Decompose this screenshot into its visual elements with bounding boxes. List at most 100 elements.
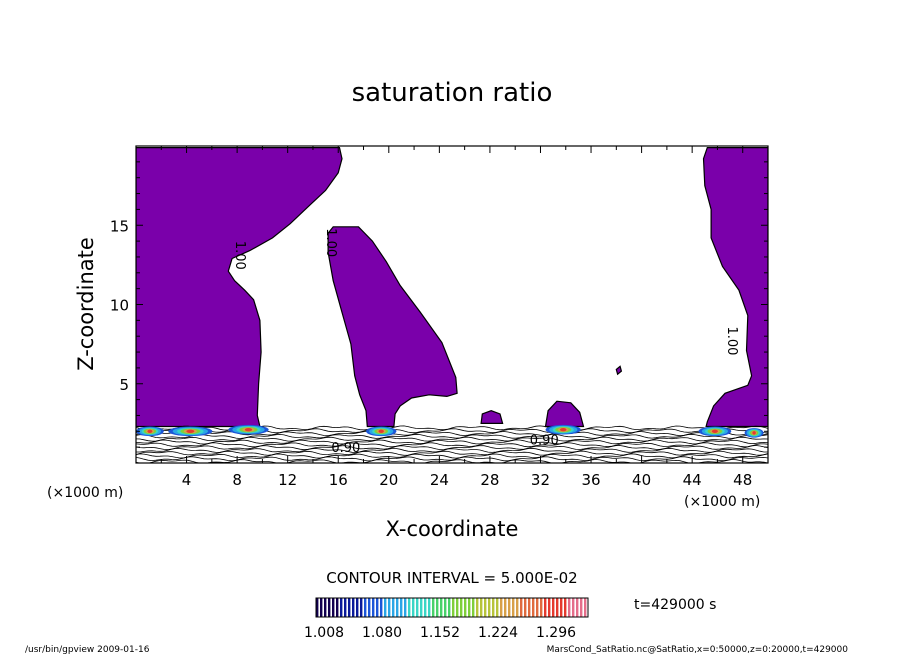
colorbar-stripe xyxy=(468,598,471,617)
colorbar xyxy=(315,597,589,618)
x-tick-label: 28 xyxy=(480,471,499,489)
x-tick-label: 4 xyxy=(182,471,192,489)
colorbar-stripe xyxy=(340,598,343,617)
colorbar-stripe xyxy=(344,598,347,617)
colorbar-stripe xyxy=(404,598,407,617)
x-tick-label: 44 xyxy=(683,471,702,489)
colorbar-stripe xyxy=(520,598,523,617)
colorbar-stripe xyxy=(524,598,527,617)
colorbar-stripe xyxy=(392,598,395,617)
colorbar-stripe xyxy=(440,598,443,617)
colorbar-stripe xyxy=(476,598,479,617)
colorbar-tick-label: 1.296 xyxy=(536,625,576,641)
saturation-regions xyxy=(136,147,768,428)
colorbar-stripe xyxy=(328,598,331,617)
hotspot-layer xyxy=(147,429,153,433)
colorbar-stripe xyxy=(324,598,327,617)
x-tick-label: 40 xyxy=(632,471,651,489)
hotspot-layer xyxy=(378,429,384,433)
colorbar-stripe xyxy=(572,598,575,617)
x-tick-label: 12 xyxy=(278,471,297,489)
colorbar-stripe xyxy=(364,598,367,617)
time-label: t=429000 s xyxy=(634,597,716,613)
colorbar-stripe xyxy=(536,598,539,617)
y-tick-label: 5 xyxy=(119,376,129,394)
x-unit-left: (×1000 m) xyxy=(47,485,123,501)
colorbar-stripe xyxy=(368,598,371,617)
colorbar-stripe xyxy=(464,598,467,617)
colorbar-stripe xyxy=(372,598,375,617)
contour-label: 1.00 xyxy=(323,228,338,257)
colorbar-stripe xyxy=(540,598,543,617)
colorbar-stripe xyxy=(428,598,431,617)
colorbar-tick-label: 1.008 xyxy=(304,625,344,641)
high-ratio-hotspots xyxy=(136,424,764,438)
region-dot-38 xyxy=(615,365,623,376)
colorbar-stripe xyxy=(460,598,463,617)
colorbar-stripe xyxy=(552,598,555,617)
colorbar-stripe xyxy=(456,598,459,617)
colorbar-frame xyxy=(315,597,589,618)
region-left-column xyxy=(136,147,343,428)
colorbar-stripe xyxy=(480,598,483,617)
region-right-column xyxy=(702,147,768,428)
colorbar-stripe xyxy=(532,598,535,617)
colorbar-stripe xyxy=(424,598,427,617)
surface-contour-line xyxy=(136,453,768,459)
surface-contour-line xyxy=(136,439,768,445)
colorbar-stripe xyxy=(416,598,419,617)
colorbar-tick-label: 1.152 xyxy=(420,625,460,641)
region-bump-34 xyxy=(544,400,585,428)
colorbar-stripe xyxy=(376,598,379,617)
x-tick-label: 48 xyxy=(733,471,752,489)
footer-right: MarsCond_SatRatio.nc@SatRatio,x=0:50000,… xyxy=(547,645,849,654)
colorbar-stripe xyxy=(472,598,475,617)
colorbar-stripe xyxy=(400,598,403,617)
colorbar-stripe xyxy=(544,598,547,617)
colorbar-stripe xyxy=(568,598,571,617)
colorbar-stripe xyxy=(496,598,499,617)
colorbar-stripe xyxy=(508,598,511,617)
surface-contour-line xyxy=(136,433,768,439)
x-tick-label: 32 xyxy=(531,471,550,489)
surface-contour-line xyxy=(136,442,768,448)
colorbar-stripe xyxy=(348,598,351,617)
x-axis-label: X-coordinate xyxy=(386,517,519,541)
surface-contour-line xyxy=(136,450,768,456)
colorbar-stripe xyxy=(548,598,551,617)
colorbar-stripe xyxy=(452,598,455,617)
region-middle-column xyxy=(327,226,458,428)
colorbar-stripe xyxy=(360,598,363,617)
colorbar-stripe xyxy=(388,598,391,617)
colorbar-stripe xyxy=(356,598,359,617)
hotspot-layer xyxy=(560,428,567,432)
surface-contour-line xyxy=(136,447,768,453)
x-tick-label: 20 xyxy=(379,471,398,489)
colorbar-stripe xyxy=(528,598,531,617)
colorbar-stripe xyxy=(500,598,503,617)
colorbar-stripe xyxy=(576,598,579,617)
contour-label: 1.00 xyxy=(232,241,247,270)
colorbar-tick-label: 1.224 xyxy=(478,625,518,641)
colorbar-stripe xyxy=(332,598,335,617)
colorbar-stripe xyxy=(580,598,583,617)
y-tick-label: 15 xyxy=(110,217,129,235)
x-axis-ticks: 4 8 12 16 20 24 28 32 36 40 44 48 xyxy=(160,146,752,489)
surface-contour-line xyxy=(136,436,768,442)
colorbar-stripe xyxy=(556,598,559,617)
hotspot-layer xyxy=(711,429,718,433)
colorbar-stripe xyxy=(380,598,383,617)
colorbar-stripe xyxy=(420,598,423,617)
colorbar-stripe xyxy=(436,598,439,617)
contour-interval-label: CONTOUR INTERVAL = 5.000E-02 xyxy=(326,569,577,587)
x-tick-label: 16 xyxy=(329,471,348,489)
colorbar-stripe xyxy=(336,598,339,617)
hotspot-layer xyxy=(244,428,253,432)
contour-labels: 1.00 1.00 1.00 0.90 0.90 xyxy=(232,228,739,456)
colorbar-tick-label: 1.080 xyxy=(362,625,402,641)
contour-label: 0.90 xyxy=(331,441,360,456)
y-axis-label: Z-coordinate xyxy=(74,237,98,371)
colorbar-stripe xyxy=(564,598,567,617)
hotspot-layer xyxy=(752,431,756,435)
